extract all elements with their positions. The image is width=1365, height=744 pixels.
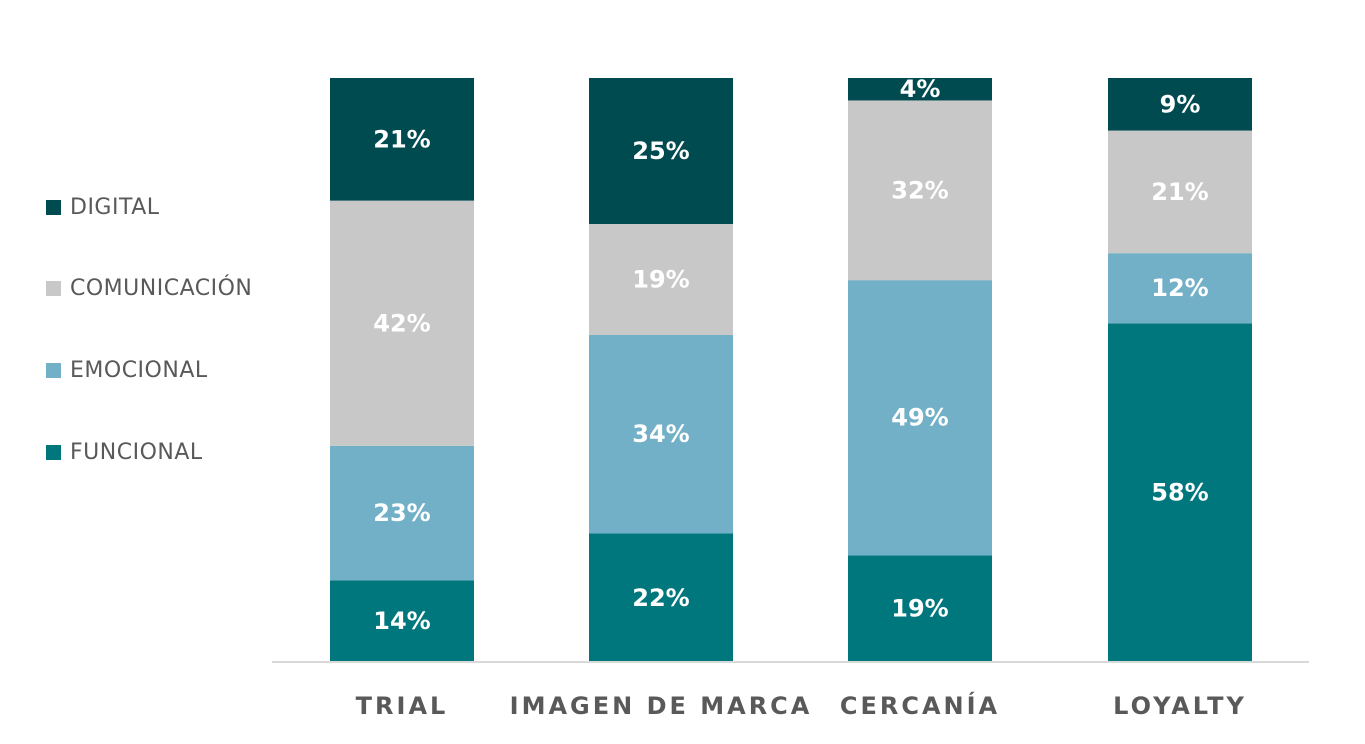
data-label-cercania-funcional: 19% (891, 595, 948, 623)
bar-segment-cercania-comunicacion (848, 100, 992, 281)
bar-segment-imagen-de-marca-emocional (589, 334, 733, 534)
legend-swatch-comunicacion (46, 280, 61, 296)
data-label-loyalty-emocional: 12% (1151, 274, 1208, 302)
bar-segment-loyalty-funcional (1108, 323, 1252, 662)
bar-segment-cercania-emocional (848, 280, 992, 556)
data-label-imagen-de-marca-emocional: 34% (632, 420, 689, 448)
legend-item-funcional: FUNCIONAL (46, 437, 203, 467)
data-label-loyalty-digital: 9% (1160, 90, 1201, 118)
data-label-trial-digital: 21% (373, 125, 430, 153)
legend-item-emocional: EMOCIONAL (46, 355, 208, 385)
legend-label-digital: DIGITAL (70, 194, 160, 220)
bar-segment-trial-comunicacion (330, 200, 474, 446)
data-label-imagen-de-marca-funcional: 22% (632, 584, 689, 612)
data-label-imagen-de-marca-digital: 25% (632, 137, 689, 165)
x-tick-label-cercania: CERCANÍA (840, 691, 1000, 720)
bar-segment-trial-funcional (330, 580, 474, 662)
x-axis-labels: TRIAL IMAGEN DE MARCA CERCANÍA LOYALTY (356, 691, 1247, 720)
data-label-loyalty-funcional: 58% (1151, 479, 1208, 507)
bar-segment-loyalty-emocional (1108, 253, 1252, 324)
data-label-imagen-de-marca-comunicacion: 19% (632, 265, 689, 293)
legend-item-digital: DIGITAL (46, 192, 160, 222)
data-label-cercania-digital: 4% (900, 75, 941, 103)
legend-item-comunicacion: COMUNICACIÓN (46, 273, 252, 303)
legend-swatch-digital (46, 199, 61, 215)
bar-segment-imagen-de-marca-funcional (589, 533, 733, 662)
data-label-cercania-comunicacion: 32% (891, 176, 948, 204)
data-label-trial-emocional: 23% (373, 499, 430, 527)
bar-segment-cercania-digital (848, 78, 992, 101)
bars-layer: 14% 23% 42% 21% 22% 34% 19% 25% 19% 49% 32% 4% 58% 12… (330, 75, 1252, 662)
legend-swatch-emocional (46, 362, 61, 378)
bar-segment-loyalty-comunicacion (1108, 130, 1252, 254)
legend-swatch-funcional (46, 444, 61, 460)
bar-segment-imagen-de-marca-digital (589, 78, 733, 224)
data-label-cercania-emocional: 49% (891, 404, 948, 432)
bar-segment-cercania-funcional (848, 555, 992, 662)
x-tick-label-trial: TRIAL (356, 692, 449, 720)
bar-segment-loyalty-digital (1108, 78, 1252, 131)
x-tick-label-loyalty: LOYALTY (1113, 692, 1247, 720)
data-label-trial-comunicacion: 42% (373, 309, 430, 337)
legend-label-emocional: EMOCIONAL (70, 357, 208, 383)
bar-segment-trial-digital (330, 78, 474, 201)
bar-segment-trial-emocional (330, 445, 474, 581)
legend-label-comunicacion: COMUNICACIÓN (70, 275, 253, 301)
x-tick-label-imagen-de-marca: IMAGEN DE MARCA (510, 692, 813, 720)
legend-label-funcional: FUNCIONAL (70, 439, 203, 465)
bar-segment-imagen-de-marca-comunicacion (589, 224, 733, 335)
data-label-loyalty-comunicacion: 21% (1151, 178, 1208, 206)
data-label-trial-funcional: 14% (373, 607, 430, 635)
